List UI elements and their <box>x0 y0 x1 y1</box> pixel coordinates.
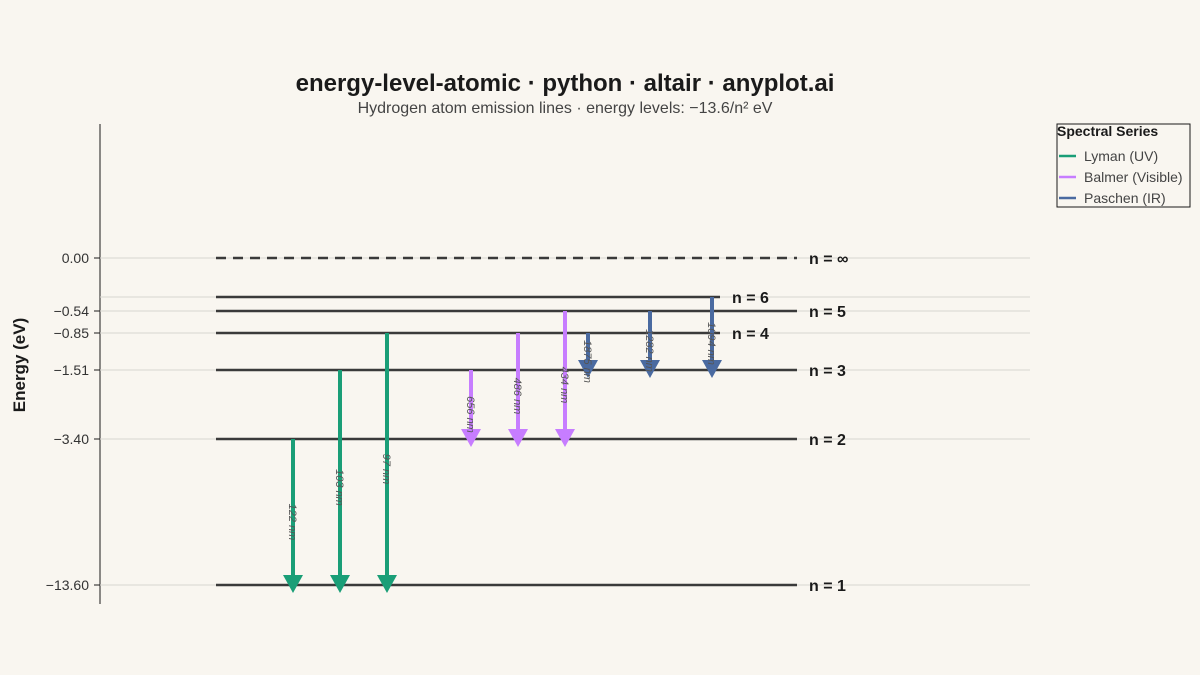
legend: Spectral Series Lyman (UV) Balmer (Visibl… <box>1056 123 1191 208</box>
energy-level-label: n = 3 <box>809 363 846 380</box>
y-tick-label: −0.54 <box>54 303 90 319</box>
transition-arrowhead <box>330 575 350 593</box>
transition-arrow: 486 nm <box>508 333 528 447</box>
energy-levels: n = ∞ n = 6 n = 5 n = 4 n = 3 n = 2 n = 1 <box>216 251 848 595</box>
transition-arrow: 656 nm <box>461 370 481 447</box>
energy-level-label: n = ∞ <box>809 251 848 268</box>
legend-label: Balmer (Visible) <box>1084 169 1183 185</box>
transition-arrow: 1094 nm <box>702 297 722 378</box>
wavelength-label: 122 nm <box>286 504 298 541</box>
y-tick-label: −3.40 <box>54 431 90 447</box>
wavelength-label: 1094 nm <box>705 322 717 365</box>
legend-box <box>1056 123 1191 208</box>
transition-arrowhead <box>578 360 598 378</box>
y-tick-label: −1.51 <box>54 362 90 378</box>
wavelength-label: 97 nm <box>380 454 392 485</box>
legend-title: Spectral Series <box>1057 123 1158 139</box>
y-axis-label: Energy (eV) <box>10 318 29 412</box>
wavelength-label: 486 nm <box>511 378 523 415</box>
energy-level-label: n = 4 <box>732 326 769 343</box>
transition-arrowhead <box>555 429 575 447</box>
wavelength-label: 1875 nm <box>581 340 593 383</box>
energy-level-label: n = 1 <box>809 578 846 595</box>
wavelength-label: 434 nm <box>558 367 570 404</box>
chart-title: energy-level-atomic · python · altair · … <box>296 70 835 97</box>
transition-arrow: 97 nm <box>377 333 397 593</box>
transition-arrow: 1875 nm <box>578 333 598 383</box>
transition-arrow: 103 nm <box>330 370 350 593</box>
transition-arrowhead <box>702 360 722 378</box>
wavelength-label: 1282 nm <box>643 329 655 372</box>
legend-label: Lyman (UV) <box>1084 148 1158 164</box>
transition-arrowhead <box>508 429 528 447</box>
energy-level-label: n = 6 <box>732 290 769 307</box>
transition-arrowhead <box>283 575 303 593</box>
y-axis-ticks: 0.00 −0.54 −0.85 −1.51 −3.40 −13.60 <box>46 250 100 593</box>
energy-level-label: n = 2 <box>809 432 846 449</box>
transition-arrowhead <box>461 429 481 447</box>
transition-arrowhead <box>377 575 397 593</box>
transition-arrowhead <box>640 360 660 378</box>
wavelength-label: 656 nm <box>464 396 476 433</box>
transition-arrow: 434 nm <box>555 311 575 447</box>
y-tick-label: 0.00 <box>62 250 89 266</box>
transition-arrow: 122 nm <box>283 439 303 593</box>
legend-items: Lyman (UV) Balmer (Visible) Paschen (IR) <box>1059 148 1183 206</box>
chart-subtitle: Hydrogen atom emission lines · energy le… <box>358 100 773 117</box>
y-tick-label: −13.60 <box>46 577 89 593</box>
energy-level-label: n = 5 <box>809 304 846 321</box>
legend-label: Paschen (IR) <box>1084 190 1166 206</box>
y-tick-label: −0.85 <box>54 325 90 341</box>
transition-arrow: 1282 nm <box>640 311 660 378</box>
wavelength-label: 103 nm <box>333 469 345 506</box>
transition-arrows: 122 nm 103 nm 97 nm 656 nm 486 nm 434 nm 1875 … <box>283 297 722 593</box>
